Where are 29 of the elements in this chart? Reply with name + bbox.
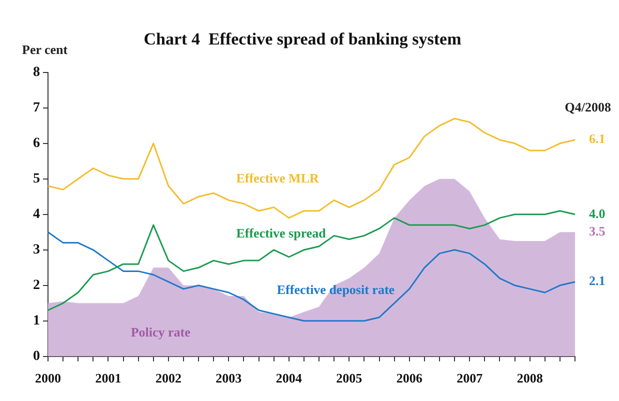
data-label: 4.0 [589,206,606,221]
x-tick-label: 2004 [276,370,302,386]
y-tick-label: 5 [33,172,40,187]
data-label: 3.5 [589,224,606,239]
series-label: Effective deposit rate [276,282,395,298]
series-label: Policy rate [130,324,191,340]
y-tick-label: 7 [33,100,40,116]
y-tick-label: 8 [33,65,40,80]
y-axis-title: Per cent [22,42,68,57]
y-tick-label: 3 [33,242,40,258]
data-label: 6.1 [589,131,606,146]
x-tick-label: 2008 [516,370,544,386]
series-label: Effective MLR [236,170,320,186]
x-tick-label: 2002 [155,370,182,386]
y-tick-label: 2 [33,278,40,294]
x-tick-label: 2007 [456,370,484,386]
x-tick-label: 2000 [35,370,61,386]
chart-title: Chart 4 Effective spread of banking system [144,30,462,49]
y-tick-label: 1 [33,314,40,329]
series-label: Effective spread [236,225,327,240]
x-tick-label: 2003 [216,370,242,386]
y-tick-label: 0 [33,349,40,364]
data-label: 2.1 [589,273,606,288]
x-tick-label: 2001 [95,370,122,386]
x-tick-label: 2006 [396,370,423,386]
y-tick-label: 4 [33,207,40,222]
x-tick-label: 2005 [336,370,363,386]
annotation: Q4/2008 [564,99,612,114]
y-tick-label: 6 [33,136,40,152]
